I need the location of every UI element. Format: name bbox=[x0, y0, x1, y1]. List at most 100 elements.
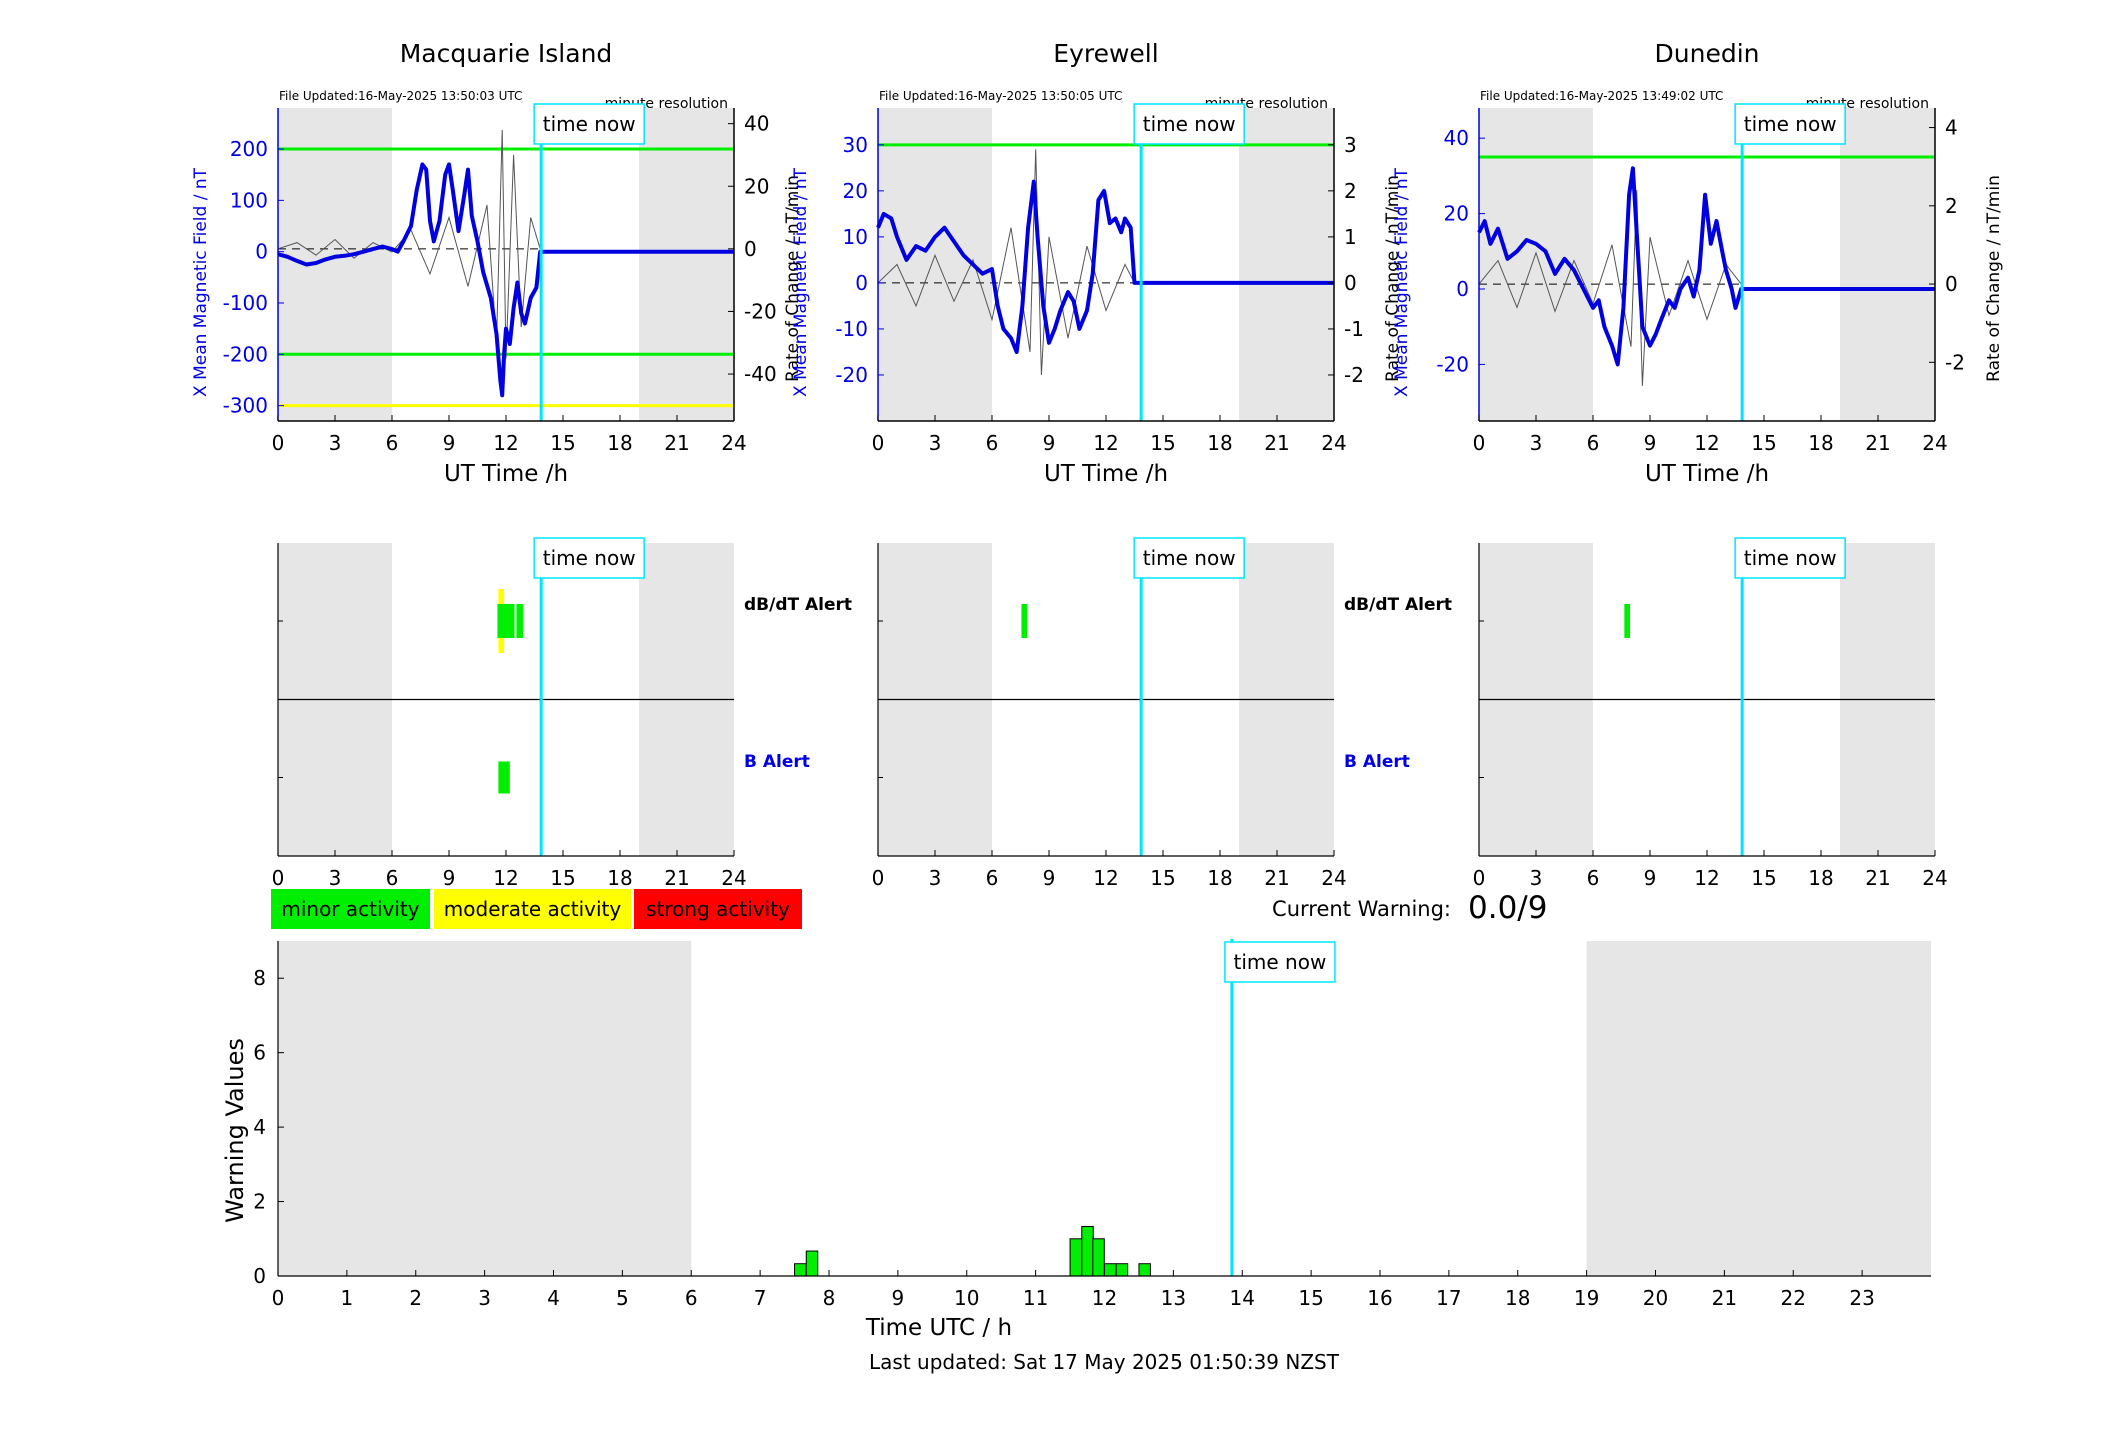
time-now-box bbox=[1734, 103, 1846, 145]
b-alert-label: B Alert bbox=[744, 752, 810, 772]
x-mean-field-series bbox=[277, 162, 734, 398]
right-y-axis-label: Rate of Change / nT/min bbox=[1984, 175, 2004, 382]
rate-of-change-series bbox=[1478, 190, 1742, 386]
station-panel-1: Eyrewell File Updated:16-May-2025 13:50:0… bbox=[791, 39, 1452, 890]
alert-x-tick-label: 24 bbox=[1922, 866, 1947, 890]
station-title: Eyrewell bbox=[1053, 39, 1158, 68]
right-tick-label: -2 bbox=[1945, 350, 1965, 374]
alert-x-tick-label: 9 bbox=[1043, 866, 1056, 890]
warning-bar-2 bbox=[1069, 1238, 1083, 1277]
right-tick-label: 2 bbox=[1344, 179, 1357, 203]
x-tick-label: 11 bbox=[1023, 1286, 1048, 1310]
x-mean-field-series bbox=[1477, 166, 1935, 367]
x-tick-label: 19 bbox=[1574, 1286, 1599, 1310]
night-band bbox=[278, 108, 392, 421]
left-tick-label: 0 bbox=[855, 271, 868, 295]
alert-x-tick-label: 15 bbox=[1150, 866, 1175, 890]
left-tick-label: 200 bbox=[230, 137, 268, 161]
station-title: Macquarie Island bbox=[400, 39, 613, 68]
legend-swatch-0 bbox=[271, 889, 430, 929]
dbdt-minor-alert bbox=[1624, 604, 1631, 638]
x-tick-label: 0 bbox=[272, 1286, 285, 1310]
alert-x-tick-label: 0 bbox=[872, 866, 885, 890]
alert-x-tick-label: 24 bbox=[721, 866, 746, 890]
x-tick-label: 15 bbox=[1298, 1286, 1323, 1310]
right-tick-label: 2 bbox=[1945, 194, 1958, 218]
left-tick-label: 10 bbox=[843, 225, 868, 249]
left-tick-label: 100 bbox=[230, 188, 268, 212]
alert-x-tick-label: 6 bbox=[386, 866, 399, 890]
left-tick-label: 20 bbox=[843, 179, 868, 203]
x-tick-label: 18 bbox=[607, 431, 632, 455]
x-tick-label: 12 bbox=[1694, 431, 1719, 455]
x-tick-label: 18 bbox=[1207, 431, 1232, 455]
x-tick-label: 5 bbox=[616, 1286, 629, 1310]
warning-bar-1 bbox=[805, 1250, 819, 1277]
x-tick-label: 18 bbox=[1505, 1286, 1530, 1310]
x-tick-label: 20 bbox=[1643, 1286, 1668, 1310]
time-now-box bbox=[1133, 103, 1245, 145]
alert-time-now-box bbox=[1734, 537, 1846, 579]
left-y-axis-label: X Mean Magnetic Field / nT bbox=[791, 167, 811, 397]
legend-swatch-2 bbox=[634, 889, 802, 929]
alert-x-tick-label: 21 bbox=[1865, 866, 1890, 890]
x-tick-label: 7 bbox=[754, 1286, 767, 1310]
y-axis-label: Warning Values bbox=[221, 1038, 249, 1223]
right-tick-label: -1 bbox=[1344, 317, 1364, 341]
warning-bar-7 bbox=[1138, 1263, 1151, 1277]
dbdt-alert-label: dB/dT Alert bbox=[1344, 595, 1452, 615]
left-tick-label: -20 bbox=[1436, 352, 1469, 376]
left-tick-label: 30 bbox=[843, 133, 868, 157]
x-tick-label: 17 bbox=[1436, 1286, 1461, 1310]
x-tick-label: 9 bbox=[1644, 431, 1657, 455]
file-updated-label: File Updated:16-May-2025 13:50:03 UTC bbox=[279, 89, 522, 103]
night-band bbox=[1479, 108, 1593, 421]
x-tick-label: 10 bbox=[954, 1286, 979, 1310]
y-tick-label: 8 bbox=[253, 966, 266, 990]
x-tick-label: 21 bbox=[1712, 1286, 1737, 1310]
legend-label-0: minor activity bbox=[281, 897, 419, 921]
file-updated-label: File Updated:16-May-2025 13:49:02 UTC bbox=[1480, 89, 1723, 103]
time-now-label: time now bbox=[1143, 112, 1236, 136]
x-tick-label: 8 bbox=[823, 1286, 836, 1310]
dbdt-minor-alert bbox=[497, 604, 515, 638]
x-tick-label: 21 bbox=[1865, 431, 1890, 455]
station-panel-0: Macquarie Island File Updated:16-May-2025… bbox=[191, 39, 852, 890]
alert-x-tick-label: 6 bbox=[986, 866, 999, 890]
station-title: Dunedin bbox=[1655, 39, 1760, 68]
right-tick-label: 1 bbox=[1344, 225, 1357, 249]
right-tick-label: 3 bbox=[1344, 133, 1357, 157]
x-tick-label: 15 bbox=[1751, 431, 1776, 455]
alert-x-tick-label: 15 bbox=[1751, 866, 1776, 890]
warning-bar-5 bbox=[1104, 1263, 1117, 1277]
x-tick-label: 9 bbox=[1043, 431, 1056, 455]
current-warning-value: 0.0/9 bbox=[1468, 890, 1547, 926]
warning-bar-6 bbox=[1115, 1263, 1129, 1277]
warning-bar-0 bbox=[794, 1263, 807, 1277]
dbdt-alert-label: dB/dT Alert bbox=[744, 595, 852, 615]
x-tick-label: 12 bbox=[493, 431, 518, 455]
alert-x-tick-label: 21 bbox=[664, 866, 689, 890]
right-tick-label: 20 bbox=[744, 174, 769, 198]
right-tick-label: -40 bbox=[744, 362, 777, 386]
alert-x-tick-label: 3 bbox=[929, 866, 942, 890]
alert-x-tick-label: 18 bbox=[1207, 866, 1232, 890]
alert-x-tick-label: 3 bbox=[329, 866, 342, 890]
b-alert-label: B Alert bbox=[1344, 752, 1410, 772]
time-now-label: time now bbox=[543, 112, 636, 136]
x-tick-label: 2 bbox=[409, 1286, 422, 1310]
legend-swatch-1 bbox=[434, 889, 631, 929]
left-tick-label: 0 bbox=[1456, 277, 1469, 301]
x-tick-label: 0 bbox=[1473, 431, 1486, 455]
night-band bbox=[1840, 108, 1935, 421]
x-tick-label: 24 bbox=[1922, 431, 1947, 455]
warning-bar-3 bbox=[1081, 1225, 1094, 1277]
left-tick-label: -100 bbox=[223, 291, 268, 315]
alert-x-tick-label: 9 bbox=[443, 866, 456, 890]
activity-legend: minor activity moderate activity strong ac… bbox=[271, 889, 802, 929]
x-tick-label: 13 bbox=[1161, 1286, 1186, 1310]
right-y-axis-label: Rate of Change / nT/min bbox=[1383, 175, 1403, 382]
y-tick-label: 0 bbox=[253, 1264, 266, 1288]
left-tick-label: 0 bbox=[255, 240, 268, 264]
